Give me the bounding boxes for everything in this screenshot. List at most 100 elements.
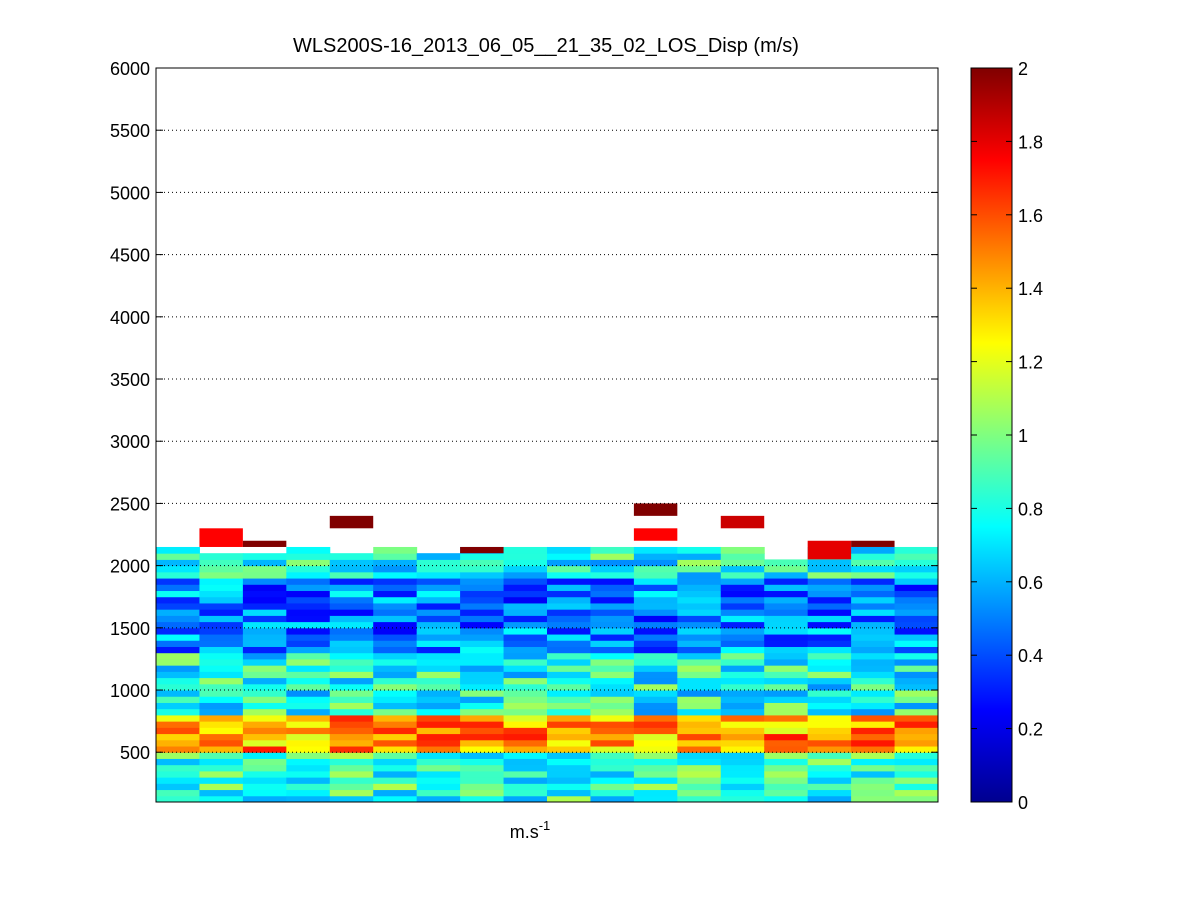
x-axis-label-superscript: -1 [539, 818, 551, 833]
heatmap-cell [720, 721, 765, 728]
heatmap-cell [373, 553, 418, 560]
heatmap-cell [503, 584, 548, 592]
x-axis-label: m.s-1 [510, 818, 551, 842]
heatmap-cell [503, 739, 548, 747]
heatmap-cell [460, 764, 505, 772]
heatmap-cell [373, 789, 418, 797]
y-tick-label: 1500 [110, 619, 150, 639]
heatmap-cell [242, 658, 287, 666]
heatmap-cell [503, 546, 548, 554]
heatmap-cell [547, 789, 591, 797]
heatmap-cell [764, 733, 809, 741]
heatmap-cell [894, 770, 938, 778]
heatmap-cell [286, 609, 331, 616]
heatmap-cell [720, 590, 765, 598]
heatmap-cell [677, 621, 722, 629]
heatmap-cell [894, 665, 938, 672]
colorbar-tick-label: 0.4 [1018, 646, 1043, 666]
heatmap-cell [373, 777, 418, 784]
heatmap-cell [286, 770, 331, 778]
heatmap-cell [547, 770, 591, 778]
heatmap-cell [329, 777, 374, 784]
heatmap-cell [894, 752, 938, 759]
heatmap-cell [547, 665, 591, 672]
heatmap-cell [156, 708, 200, 716]
heatmap-cell [851, 553, 896, 560]
heatmap-cell [720, 596, 765, 604]
colorbar-tick-label: 1.6 [1018, 206, 1043, 226]
heatmap-cell [764, 727, 809, 735]
heatmap-cell [286, 746, 331, 753]
heatmap-cell [199, 584, 244, 592]
heatmap-cell [329, 764, 374, 772]
heatmap-cell [807, 795, 852, 802]
heatmap-cell [807, 727, 852, 735]
heatmap-cell [242, 602, 287, 610]
heatmap-cell [807, 714, 852, 722]
heatmap-cell [199, 602, 244, 610]
heatmap-cell [764, 764, 809, 772]
heatmap-cell [894, 671, 938, 679]
heatmap-cell [720, 683, 765, 691]
heatmap-cell [677, 590, 722, 598]
heatmap-cell [416, 621, 461, 629]
heatmap-cell [677, 770, 722, 778]
heatmap-cell [894, 758, 938, 766]
heatmap-cell [242, 559, 287, 567]
y-tick-label: 4500 [110, 246, 150, 266]
heatmap-cell [199, 553, 244, 560]
heatmap-cell [807, 665, 852, 672]
heatmap-cell [460, 708, 505, 716]
heatmap-cell [590, 696, 635, 703]
heatmap-cell [547, 727, 591, 735]
heatmap-cell [851, 721, 896, 728]
heatmap-cell [764, 708, 809, 716]
heatmap-cell [242, 652, 287, 660]
colorbar-tick-label: 1.8 [1018, 132, 1043, 152]
heatmap-cell [199, 677, 244, 685]
heatmap-cell [894, 596, 938, 604]
heatmap-cell [242, 714, 287, 722]
heatmap-cell [807, 671, 852, 679]
heatmap-cell [547, 646, 591, 654]
heatmap-cell-high [633, 503, 678, 516]
heatmap-cell [851, 777, 896, 784]
heatmap-cell [416, 677, 461, 685]
heatmap-cell [764, 578, 809, 585]
heatmap-cell [633, 783, 678, 791]
heatmap-cell [503, 671, 548, 679]
heatmap-cell [156, 702, 200, 710]
heatmap-cell [373, 671, 418, 679]
heatmap-cell [460, 789, 505, 797]
heatmap-cell [373, 758, 418, 766]
heatmap-cell [590, 677, 635, 685]
heatmap-cell [894, 640, 938, 647]
heatmap-cell [503, 690, 548, 697]
heatmap-cell [242, 795, 287, 802]
heatmap-cell [807, 646, 852, 654]
heatmap-cell [547, 714, 591, 722]
heatmap-cell [764, 640, 809, 647]
heatmap-cell [677, 677, 722, 685]
heatmap-cell [329, 658, 374, 666]
heatmap-cell-high [633, 528, 678, 541]
heatmap-cell [286, 640, 331, 647]
heatmap-cell [460, 783, 505, 791]
heatmap-cell [460, 795, 505, 802]
heatmap-cell [199, 658, 244, 666]
heatmap-cell [156, 683, 200, 691]
heatmap-cell [851, 764, 896, 772]
heatmap-cell [416, 764, 461, 772]
heatmap-cell [460, 578, 505, 585]
heatmap-cell-high [807, 540, 852, 560]
heatmap-cell [720, 783, 765, 791]
heatmap-cell [677, 565, 722, 573]
heatmap-cell [329, 690, 374, 697]
heatmap-cell [503, 752, 548, 759]
heatmap-cell [807, 609, 852, 616]
heatmap-cell [894, 690, 938, 697]
heatmap-cell [460, 646, 505, 654]
heatmap-cell [416, 727, 461, 735]
heatmap-cell [720, 758, 765, 766]
heatmap-cell [329, 752, 374, 759]
